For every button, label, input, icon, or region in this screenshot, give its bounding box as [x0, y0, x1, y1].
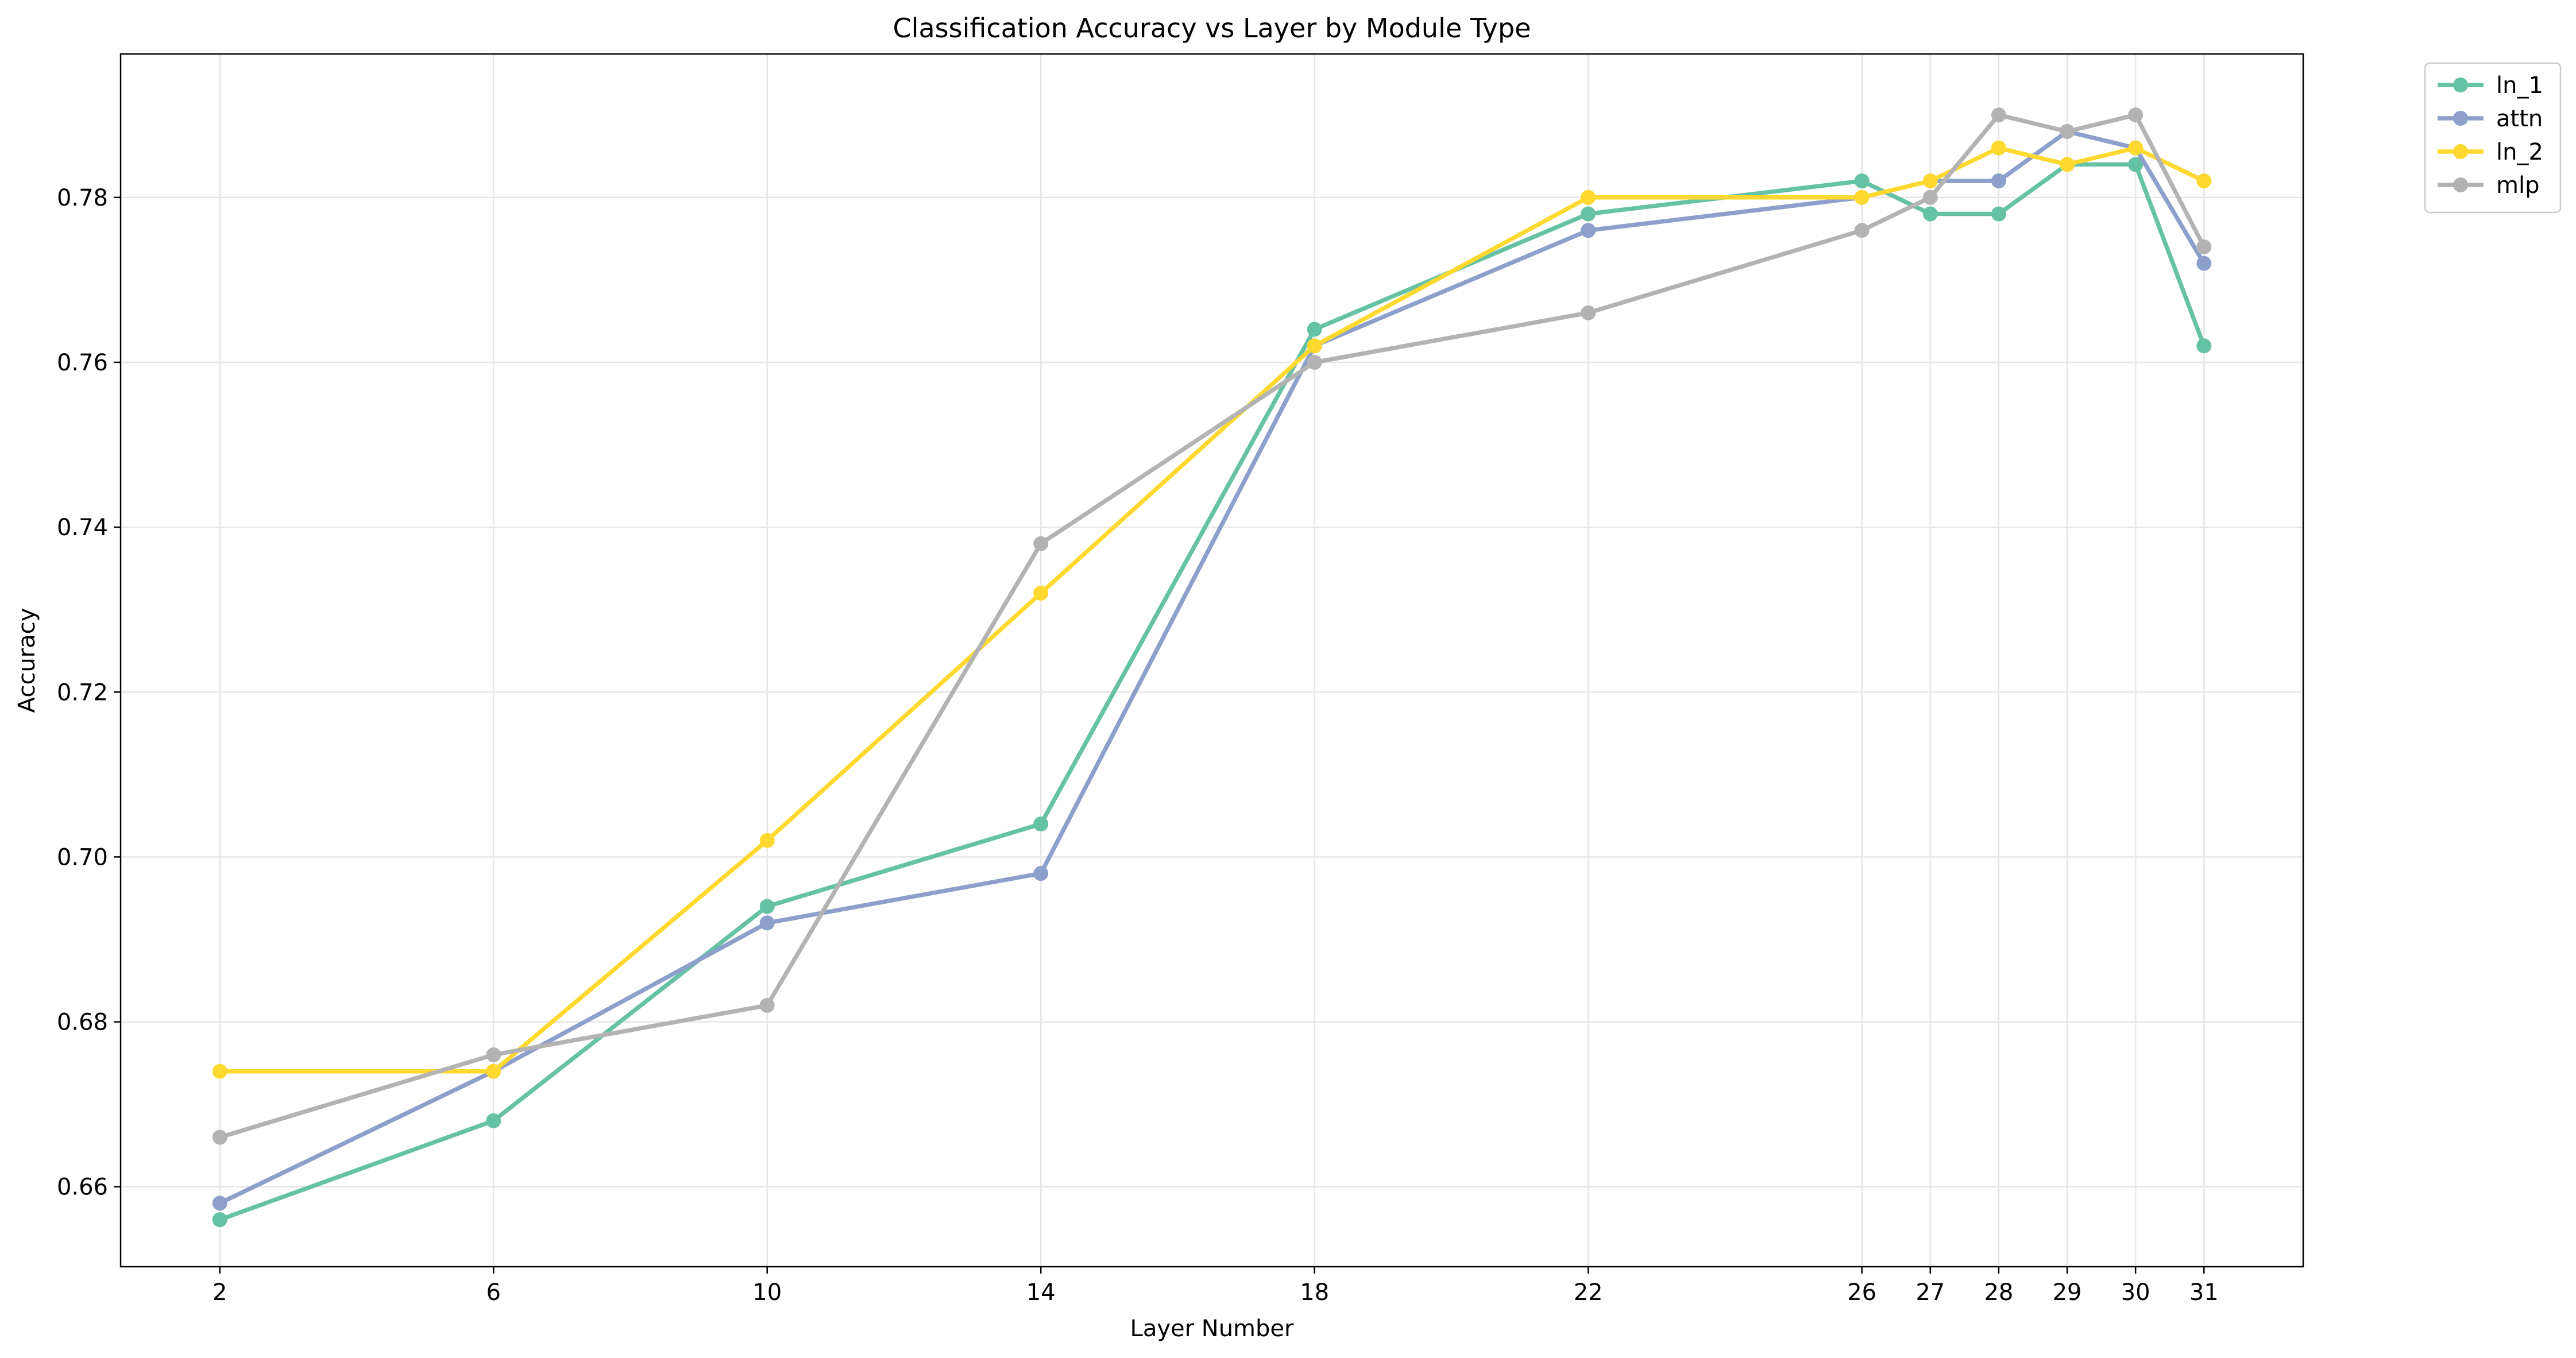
legend-label: ln_2: [2496, 139, 2543, 165]
data-point: [1581, 189, 1596, 205]
legend-label: mlp: [2496, 172, 2539, 199]
series-line-mlp: [217, 113, 2207, 1140]
data-point: [486, 1047, 501, 1063]
x-axis-label: Layer Number: [1130, 1316, 1294, 1342]
y-tick-label: 0.74: [57, 514, 108, 541]
x-tick-label: 2: [213, 1279, 227, 1306]
x-tick-label: 29: [2053, 1279, 2082, 1306]
y-tick-label: 0.68: [57, 1009, 108, 1036]
legend-item: ln_2: [2438, 139, 2543, 165]
data-point: [1581, 206, 1596, 222]
data-point: [1854, 189, 1870, 205]
data-point: [2196, 239, 2212, 254]
y-axis-label: Accuracy: [14, 608, 40, 713]
data-point: [2196, 173, 2212, 189]
data-point: [1033, 536, 1049, 551]
x-tick-label: 30: [2121, 1279, 2150, 1306]
x-tick-label: 26: [1847, 1279, 1876, 1306]
data-point: [1991, 140, 2006, 156]
data-point: [1307, 338, 1322, 354]
data-point: [1854, 223, 1870, 238]
tick-labels: 2 6 10 14 18 22 26 27 28 29 30 310.660.680.700.720.…: [57, 185, 2219, 1306]
data-point: [2128, 107, 2144, 123]
data-point: [2128, 157, 2144, 172]
plot-frame: [119, 53, 2304, 1268]
data-point: [2060, 123, 2075, 139]
data-point: [1033, 866, 1049, 881]
chart-title: Classification Accuracy vs Layer by Modu…: [893, 13, 1531, 44]
x-tick-label: 14: [1026, 1279, 1056, 1306]
x-tick-label: 18: [1300, 1279, 1329, 1306]
data-point: [2196, 256, 2212, 271]
data-point: [1581, 305, 1596, 320]
data-point: [1991, 107, 2006, 123]
data-point: [1581, 223, 1596, 238]
legend-item: mlp: [2438, 172, 2539, 199]
series-ln-2: [212, 140, 2212, 1079]
x-tick-label: 10: [752, 1279, 782, 1306]
legend-item: ln_1: [2438, 72, 2543, 99]
data-point: [212, 1129, 227, 1145]
y-tick-label: 0.78: [57, 185, 108, 211]
data-point: [1922, 173, 1938, 189]
legend-swatch-marker: [2453, 144, 2468, 159]
y-tick-label: 0.66: [57, 1174, 108, 1201]
data-point: [1033, 585, 1049, 601]
legend-swatch-marker: [2453, 78, 2468, 92]
data-point: [1307, 354, 1322, 370]
x-tick-label: 31: [2189, 1279, 2219, 1306]
series-mlp: [212, 107, 2212, 1145]
x-tick-label: 28: [1984, 1279, 2013, 1306]
legend-label: attn: [2496, 106, 2543, 132]
legend-swatch-marker: [2453, 177, 2468, 192]
x-tick-label: 22: [1574, 1279, 1603, 1306]
data-point: [759, 915, 775, 931]
data-point: [759, 899, 775, 914]
x-tick-label: 27: [1915, 1279, 1945, 1306]
data-point: [212, 1063, 227, 1079]
data-point: [486, 1063, 501, 1079]
y-tick-label: 0.76: [57, 350, 108, 376]
data-point: [759, 833, 775, 848]
data-point: [1922, 206, 1938, 222]
data-point: [212, 1212, 227, 1228]
data-point: [2128, 140, 2144, 156]
series-group: [212, 107, 2212, 1228]
legend-item: attn: [2438, 106, 2543, 132]
data-point: [2196, 338, 2212, 354]
data-point: [1991, 173, 2006, 189]
data-point: [212, 1195, 227, 1211]
data-point: [1922, 189, 1938, 205]
series-line-attn: [217, 129, 2207, 1206]
data-point: [2060, 157, 2075, 172]
legend-swatch-marker: [2453, 111, 2468, 126]
data-point: [1033, 816, 1049, 831]
y-tick-label: 0.70: [57, 844, 108, 870]
data-point: [759, 997, 775, 1013]
legend-box: [2424, 62, 2562, 214]
x-tick-label: 6: [486, 1279, 500, 1306]
data-point: [486, 1113, 501, 1128]
data-point: [1991, 206, 2006, 222]
legend-label: ln_1: [2496, 72, 2543, 99]
data-point: [1854, 173, 1870, 189]
series-line-ln-2: [217, 145, 2207, 1074]
data-point: [1307, 322, 1322, 337]
axes: [119, 53, 2304, 1268]
y-tick-label: 0.72: [57, 679, 108, 706]
